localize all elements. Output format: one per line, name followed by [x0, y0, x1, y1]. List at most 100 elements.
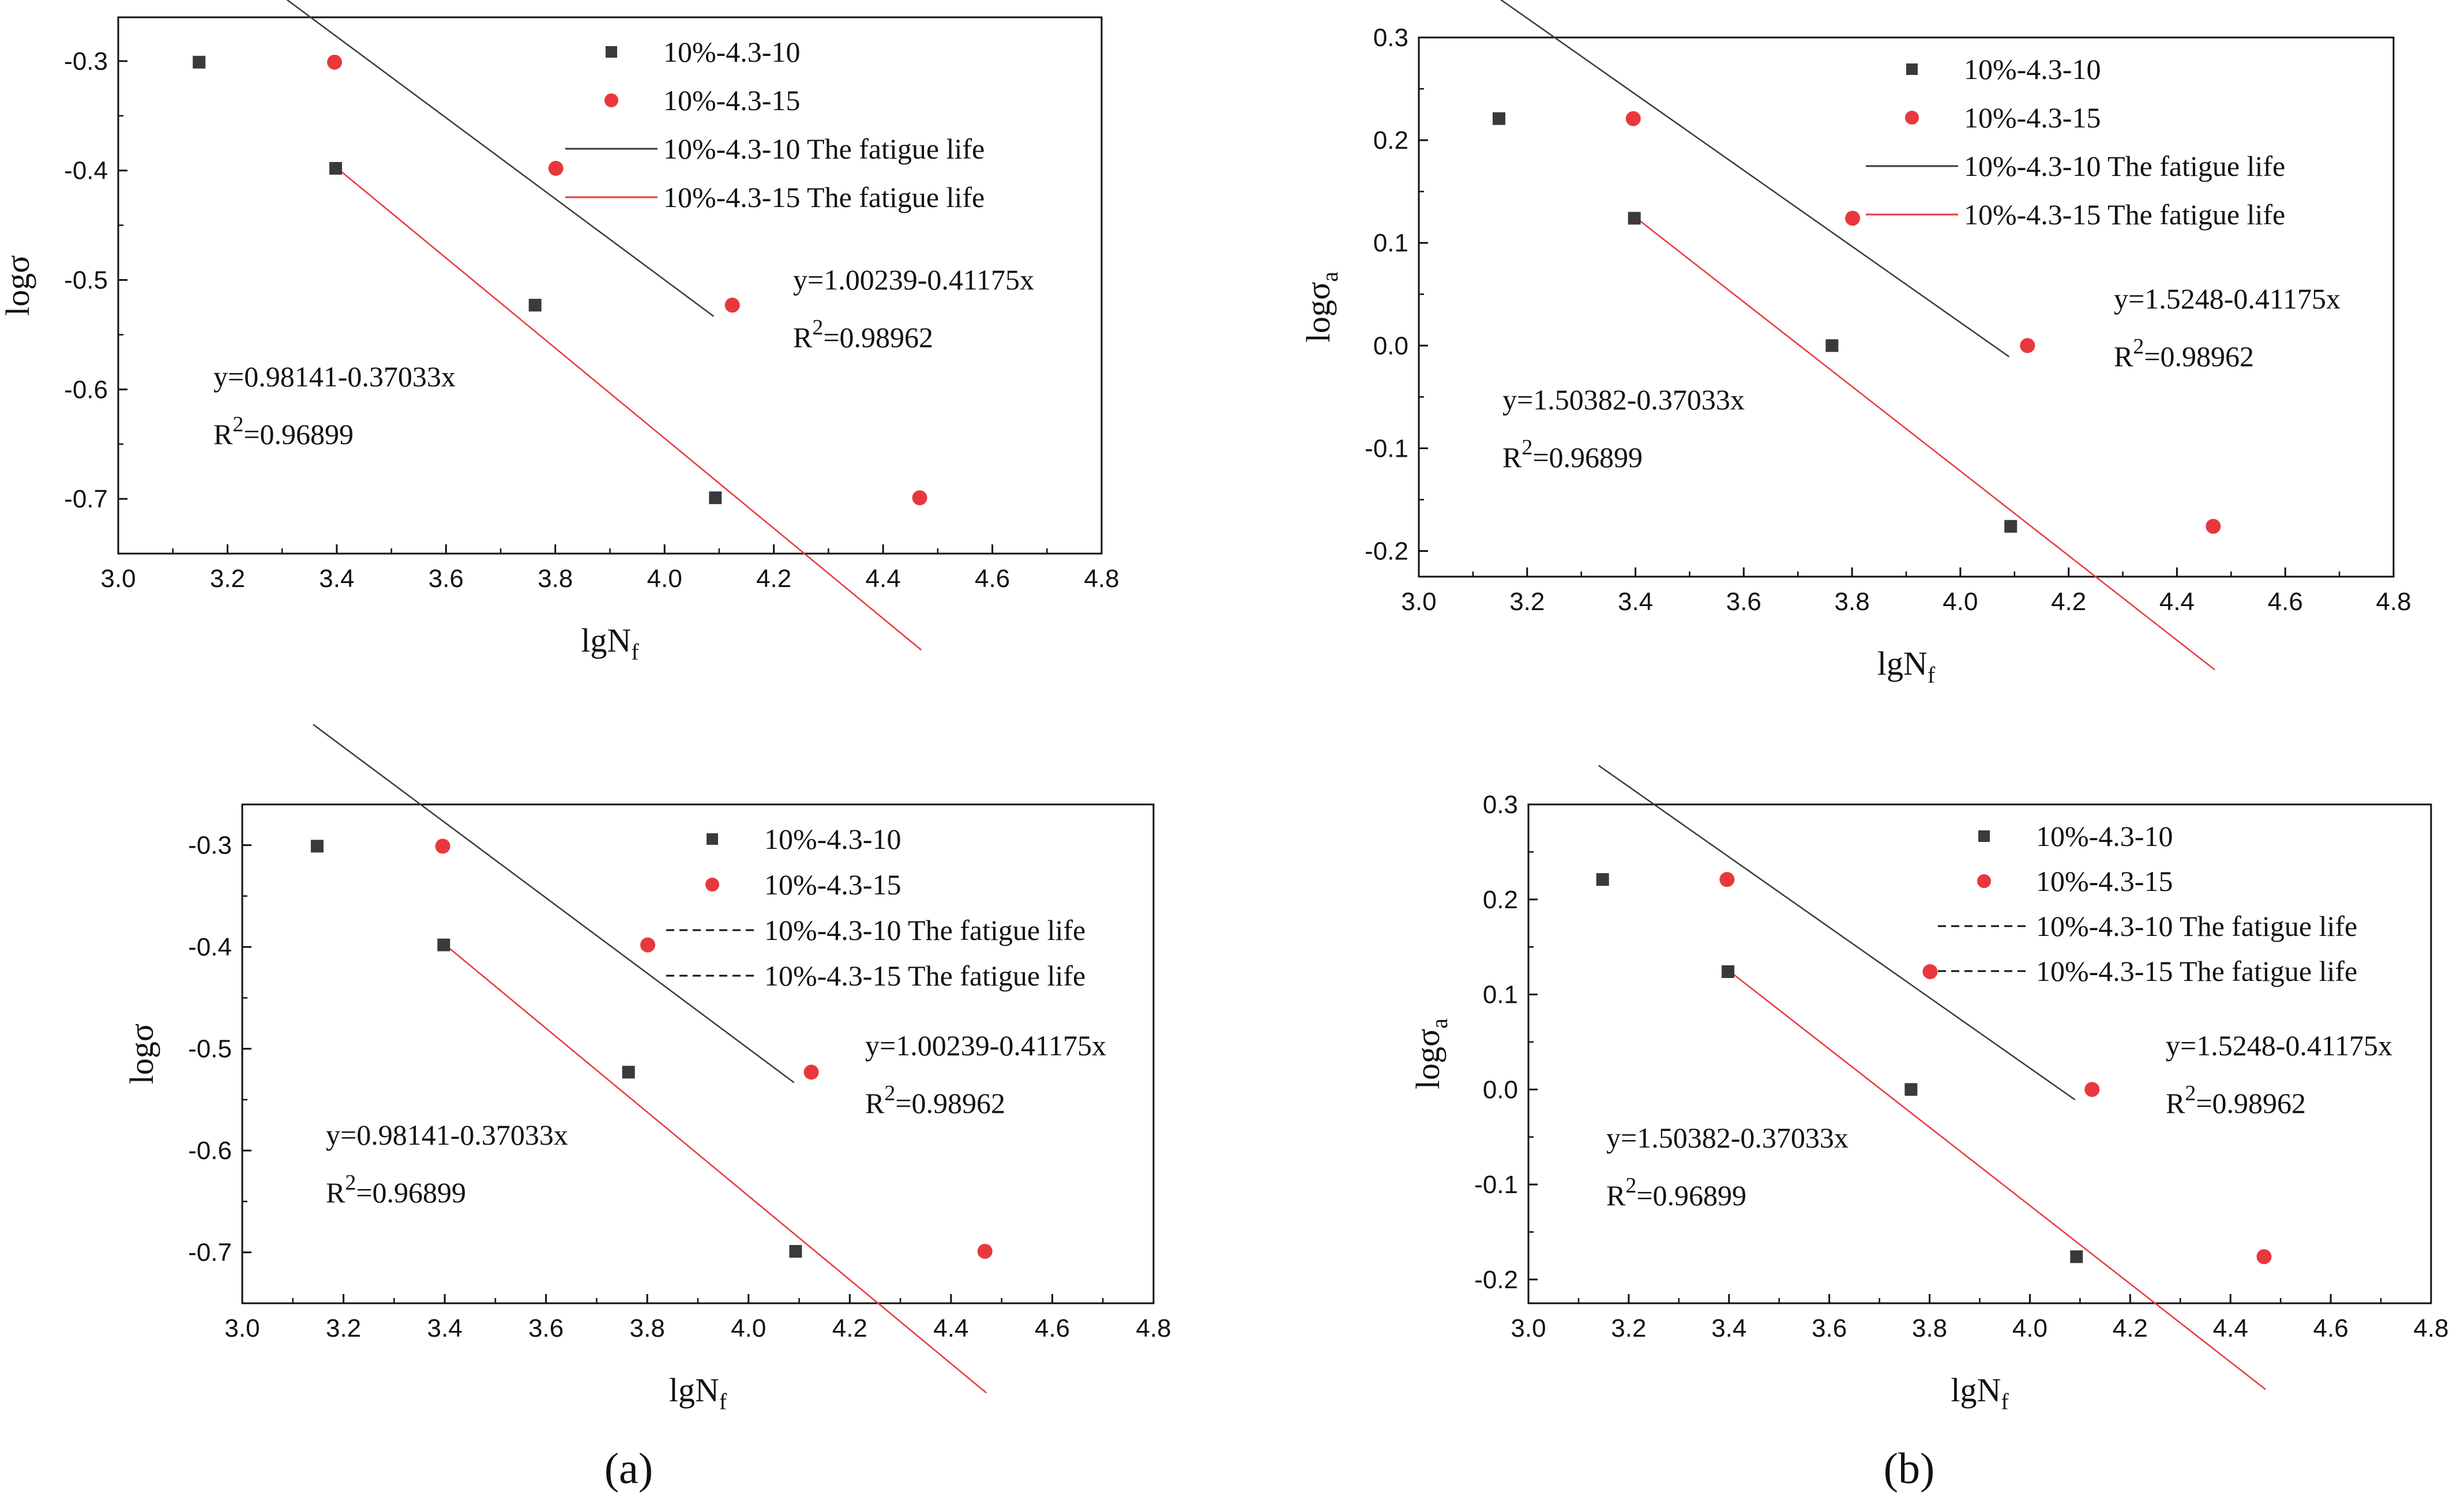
y-axis-title: logσa — [1409, 1018, 1452, 1089]
r2-prefix: R — [1502, 441, 1522, 473]
data-point-series-2 — [640, 937, 656, 953]
y-tick-label: -0.7 — [188, 1239, 232, 1267]
x-tick-label: 4.8 — [1136, 1314, 1171, 1342]
data-point-series-2 — [2084, 1082, 2100, 1097]
fit-line-1 — [313, 724, 795, 1084]
x-tick-label: 3.6 — [528, 1314, 563, 1342]
x-tick-label: 3.4 — [427, 1314, 463, 1342]
x-axis-title: lgNf — [1877, 645, 1936, 688]
y-axis-title-sub: a — [1317, 272, 1343, 282]
x-tick-label: 3.0 — [224, 1314, 260, 1342]
data-point-series-2 — [2206, 518, 2221, 534]
r2-superscript: 2 — [232, 412, 243, 437]
y-tick-label: -0.3 — [188, 832, 232, 860]
x-tick-label: 4.0 — [647, 565, 682, 593]
legend-label: 10%-4.3-15 The fatigue life — [1964, 198, 2285, 231]
legend: 10%-4.3-10 10%-4.3-15 10%-4.3-10 The fatig… — [666, 823, 1085, 992]
data-point-series-2 — [1719, 872, 1735, 887]
r2-prefix: R — [1606, 1179, 1626, 1212]
x-tick-label: 4.0 — [2012, 1314, 2048, 1342]
legend-marker-square — [1978, 830, 1990, 842]
x-tick-label: 3.2 — [210, 565, 245, 593]
r2-prefix: R — [793, 321, 813, 353]
x-tick-label: 3.8 — [1912, 1314, 1947, 1342]
y-tick-label: -0.1 — [1474, 1171, 1518, 1199]
x-tick-label: 3.4 — [1618, 588, 1653, 616]
x-tick-label: 3.2 — [1611, 1314, 1646, 1342]
legend-marker-circle — [604, 93, 618, 107]
y-tick-label: -0.6 — [64, 375, 108, 404]
r2-value: =0.96899 — [1636, 1179, 1746, 1212]
x-tick-label: 3.2 — [326, 1314, 361, 1342]
y-tick-label: -0.1 — [1365, 434, 1408, 462]
y-tick-label: 0.1 — [1373, 229, 1408, 257]
y-tick-label: -0.3 — [64, 47, 108, 76]
y-axis-title-sub: a — [1426, 1018, 1452, 1029]
x-tick-label: 4.8 — [1084, 565, 1119, 593]
x-axis-title: lgNf — [581, 622, 639, 665]
legend-label: 10%-4.3-15 — [1964, 101, 2101, 134]
x-tick-label: 4.6 — [2313, 1314, 2349, 1342]
fit-line-1 — [1598, 765, 2076, 1101]
x-axis-title-main: lgN — [581, 622, 631, 659]
r2-value: =0.98962 — [823, 321, 933, 353]
data-point-series-2 — [548, 160, 563, 176]
data-point-series-2 — [1845, 210, 1861, 226]
fit-r2-1: R2=0.96899 — [326, 1171, 466, 1209]
x-tick-label: 4.2 — [832, 1314, 867, 1342]
fit-equation-2: y=1.5248-0.41175x — [2114, 283, 2340, 315]
legend-marker-square — [606, 46, 617, 58]
y-tick-label: -0.5 — [64, 266, 108, 295]
legend-marker-circle — [705, 878, 719, 892]
x-tick-label: 4.6 — [2268, 588, 2303, 616]
fit-line-1 — [286, 0, 715, 317]
y-axis-title-main: logσ — [123, 1024, 160, 1084]
fit-r2-1: R2=0.96899 — [1606, 1174, 1746, 1212]
x-tick-label: 3.6 — [1726, 588, 1761, 616]
fit-equation-1: y=0.98141-0.37033x — [326, 1119, 568, 1151]
y-tick-label: -0.6 — [188, 1137, 232, 1165]
data-point-series-1 — [1596, 873, 1609, 886]
x-tick-label: 3.8 — [538, 565, 573, 593]
legend-label: 10%-4.3-10 The fatigue life — [1964, 150, 2285, 182]
fit-equation-2: y=1.5248-0.41175x — [2166, 1029, 2392, 1062]
x-axis-title-sub: f — [631, 639, 639, 665]
legend-marker-square — [1906, 63, 1918, 75]
chart-panel-bottom-right: 3.0 3.2 3.4 3.6 3.8 4.0 4.2 4.4 4.6 4.8 0.3 0.2 0.1 0… — [1409, 765, 2449, 1415]
fit-r2-2: R2=0.98962 — [2114, 334, 2254, 373]
x-tick-label: 4.4 — [866, 565, 901, 593]
x-tick-label: 4.4 — [2159, 588, 2195, 616]
legend-label: 10%-4.3-15 The fatigue life — [663, 181, 985, 213]
x-axis-title-main: lgN — [1951, 1371, 2001, 1409]
y-axis-title: logσ — [0, 255, 36, 315]
legend-label: 10%-4.3-15 The fatigue life — [2036, 955, 2357, 987]
x-axis-title-main: lgN — [1877, 645, 1928, 682]
x-tick-label: 4.0 — [1943, 588, 1978, 616]
y-tick-label: -0.7 — [64, 485, 108, 513]
x-tick-label: 4.4 — [2213, 1314, 2248, 1342]
x-tick-label: 4.2 — [2051, 588, 2086, 616]
r2-value: =0.98962 — [2144, 340, 2254, 373]
fit-line-2 — [1629, 212, 2215, 671]
x-tick-label: 3.0 — [100, 565, 136, 593]
fit-line-2 — [1723, 966, 2266, 1390]
data-point-series-1 — [789, 1244, 802, 1258]
x-tick-label: 3.4 — [1711, 1314, 1746, 1342]
data-point-series-2 — [2020, 338, 2035, 353]
data-point-series-2 — [912, 490, 927, 506]
data-point-series-1 — [329, 161, 342, 175]
legend-marker-circle — [1977, 874, 1991, 888]
x-tick-label: 3.0 — [1511, 1314, 1546, 1342]
data-point-series-2 — [724, 298, 740, 313]
data-point-series-2 — [327, 54, 343, 70]
fit-equation-1: y=0.98141-0.37033x — [213, 360, 456, 393]
fit-equation-1: y=1.50382-0.37033x — [1606, 1122, 1849, 1154]
data-point-series-1 — [2004, 520, 2018, 533]
fit-line-2 — [330, 163, 922, 651]
x-tick-label: 4.2 — [756, 565, 791, 593]
data-point-series-2 — [977, 1243, 993, 1259]
x-tick-label: 3.6 — [429, 565, 464, 593]
r2-superscript: 2 — [884, 1081, 895, 1105]
fit-r2-1: R2=0.96899 — [1502, 435, 1643, 473]
